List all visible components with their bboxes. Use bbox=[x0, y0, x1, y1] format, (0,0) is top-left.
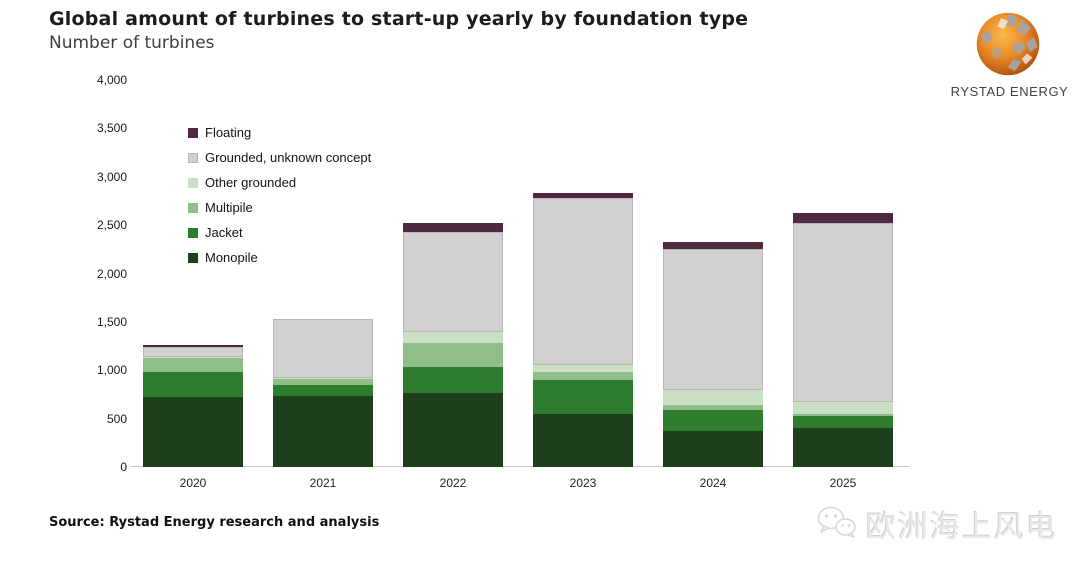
watermark-text: 欧洲海上风电 bbox=[866, 510, 1058, 545]
legend-label: Floating bbox=[205, 125, 252, 140]
y-tick-label: 1,500 bbox=[96, 314, 127, 329]
x-tick-label: 2020 bbox=[179, 476, 207, 490]
legend-swatch-icon bbox=[188, 177, 198, 188]
bar-2022 bbox=[403, 223, 503, 467]
bar-segment-other-grounded bbox=[533, 364, 633, 373]
bar-segment-other-grounded bbox=[663, 389, 763, 406]
bar-segment-multipile bbox=[793, 413, 893, 416]
bar-segment-jacket bbox=[663, 409, 763, 432]
bar-2023 bbox=[533, 193, 633, 467]
bar-segment-grounded-unknown-concept bbox=[143, 346, 243, 357]
bar-segment-grounded-unknown-concept bbox=[533, 198, 633, 365]
bar-segment-monopile bbox=[793, 428, 893, 467]
bar-segment-floating bbox=[663, 241, 763, 250]
bar-segment-monopile bbox=[533, 413, 633, 467]
y-axis-title: Number of turbines bbox=[49, 33, 215, 53]
bar-segment-monopile bbox=[663, 431, 763, 467]
bar-segment-jacket bbox=[273, 384, 373, 397]
legend: Floating Grounded, unknown concept Other g… bbox=[188, 120, 371, 270]
bar-segment-multipile bbox=[663, 405, 763, 410]
y-tick-label: 2,000 bbox=[96, 266, 127, 281]
legend-item-jacket: Jacket bbox=[188, 220, 371, 245]
bar-segment-multipile bbox=[403, 343, 503, 368]
legend-label: Monopile bbox=[205, 250, 258, 265]
legend-swatch-icon bbox=[188, 127, 198, 138]
bar-segment-other-grounded bbox=[403, 331, 503, 344]
legend-swatch-icon bbox=[188, 227, 198, 238]
legend-swatch-icon bbox=[188, 202, 198, 213]
bar-segment-jacket bbox=[533, 379, 633, 414]
x-tick-label: 2021 bbox=[309, 476, 337, 490]
bar-segment-other-grounded bbox=[793, 402, 893, 414]
y-tick-label: 500 bbox=[106, 411, 127, 426]
legend-item-grounded-unknown-concept: Grounded, unknown concept bbox=[188, 145, 371, 170]
legend-item-monopile: Monopile bbox=[188, 245, 371, 270]
wechat-icon bbox=[816, 504, 858, 545]
legend-label: Grounded, unknown concept bbox=[205, 150, 372, 165]
bar-segment-monopile bbox=[403, 392, 503, 467]
source-note: Source: Rystad Energy research and analy… bbox=[49, 515, 380, 530]
legend-label: Jacket bbox=[205, 225, 243, 240]
bar-segment-monopile bbox=[143, 397, 243, 467]
bar-segment-floating bbox=[793, 212, 893, 224]
rystad-logo-globe-icon bbox=[974, 10, 1042, 83]
bar-segment-grounded-unknown-concept bbox=[663, 249, 763, 390]
legend-item-other-grounded: Other grounded bbox=[188, 170, 371, 195]
x-tick-label: 2022 bbox=[439, 476, 467, 490]
legend-swatch-icon bbox=[188, 152, 198, 163]
x-tick-label: 2024 bbox=[699, 476, 727, 490]
bar-segment-multipile bbox=[273, 379, 373, 385]
bar-segment-grounded-unknown-concept bbox=[403, 231, 503, 332]
legend-label: Multipile bbox=[205, 200, 253, 215]
bar-2020 bbox=[143, 344, 243, 467]
x-tick-label: 2025 bbox=[829, 476, 857, 490]
y-tick-label: 4,000 bbox=[96, 73, 127, 87]
bar-segment-grounded-unknown-concept bbox=[793, 223, 893, 403]
bar-segment-jacket bbox=[143, 372, 243, 398]
bar-2025 bbox=[793, 212, 893, 467]
bar-segment-jacket bbox=[403, 367, 503, 393]
legend-item-multipile: Multipile bbox=[188, 195, 371, 220]
bar-segment-other-grounded bbox=[273, 378, 373, 380]
bar-segment-grounded-unknown-concept bbox=[273, 319, 373, 379]
legend-swatch-icon bbox=[188, 252, 198, 263]
bar-segment-multipile bbox=[533, 372, 633, 380]
bar-segment-multipile bbox=[143, 357, 243, 373]
bar-2021 bbox=[273, 319, 373, 467]
bar-segment-other-grounded bbox=[143, 356, 243, 358]
legend-label: Other grounded bbox=[205, 175, 297, 190]
bar-2024 bbox=[663, 241, 763, 467]
bar-segment-floating bbox=[403, 223, 503, 232]
x-axis-line bbox=[131, 466, 909, 467]
y-tick-label: 1,000 bbox=[96, 363, 127, 378]
bar-segment-monopile bbox=[273, 396, 373, 467]
x-tick-label: 2023 bbox=[569, 476, 597, 490]
watermark: 欧洲海上风电 bbox=[816, 502, 1058, 546]
bar-segment-floating bbox=[143, 344, 243, 347]
y-tick-label: 0 bbox=[120, 460, 127, 474]
page-title: Global amount of turbines to start-up ye… bbox=[49, 8, 749, 30]
rystad-logo-wordmark: RYSTAD ENERGY bbox=[950, 84, 1069, 99]
y-tick-label: 2,500 bbox=[96, 218, 127, 233]
bar-segment-floating bbox=[533, 193, 633, 199]
y-tick-label: 3,000 bbox=[96, 169, 127, 184]
y-tick-label: 3,500 bbox=[96, 121, 127, 136]
legend-item-floating: Floating bbox=[188, 120, 371, 145]
bar-segment-jacket bbox=[793, 415, 893, 429]
